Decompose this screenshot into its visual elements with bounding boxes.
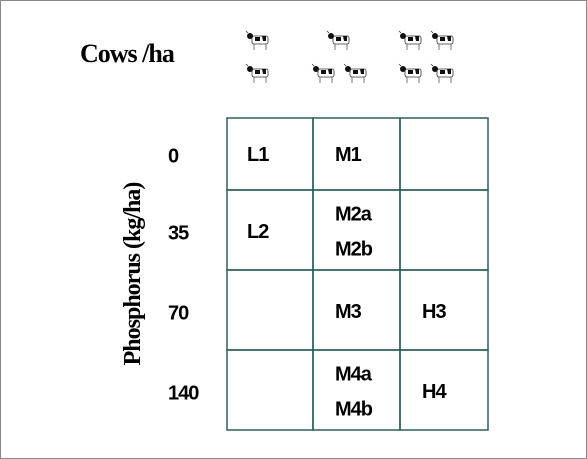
cell-label: M3 xyxy=(335,301,362,323)
row-label: 35 xyxy=(168,223,189,245)
cell-label: H4 xyxy=(422,381,447,403)
cell-label: M2b xyxy=(335,239,373,261)
cell-label: L2 xyxy=(247,221,269,243)
y-axis-label: Phosphorus (kg/ha) xyxy=(120,183,146,366)
cell-label: M4b xyxy=(335,399,373,421)
cell-label: M1 xyxy=(335,144,362,166)
cell-label: M4a xyxy=(335,363,373,385)
row-label: 140 xyxy=(168,383,199,405)
row-label: 0 xyxy=(168,146,179,168)
grid xyxy=(226,117,489,431)
cell xyxy=(399,349,489,431)
row-label: 70 xyxy=(168,303,189,325)
cell-label: L1 xyxy=(247,144,269,166)
cell-label: H3 xyxy=(422,301,446,323)
title: Cows /ha xyxy=(80,39,175,68)
cell-label: M2a xyxy=(335,203,373,225)
